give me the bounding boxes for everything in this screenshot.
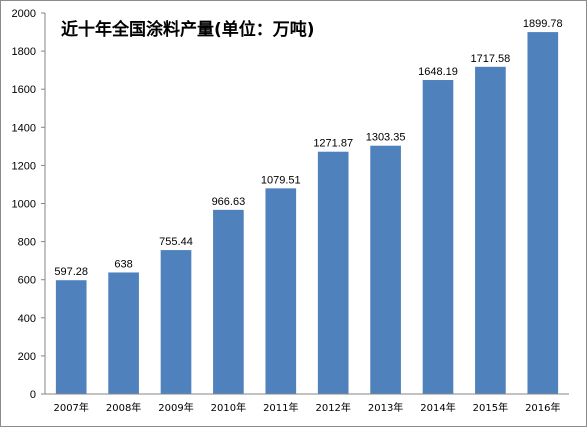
data-label: 1303.35	[366, 132, 406, 144]
y-tick-label: 1000	[12, 199, 36, 211]
y-tick-label: 1600	[12, 84, 36, 96]
x-tick-label: 2011年	[263, 401, 298, 414]
x-tick-label: 2009年	[158, 401, 193, 414]
y-tick-label: 400	[18, 313, 36, 325]
data-label: 1079.51	[261, 174, 301, 186]
bar	[213, 209, 244, 394]
x-tick-label: 2012年	[315, 401, 350, 414]
y-tick-label: 2000	[12, 8, 36, 20]
x-tick-label: 2016年	[525, 401, 560, 414]
bar-series: 597.28 638 755.44 966.63 1079.51 1271.87 1303.…	[54, 18, 563, 394]
bar	[265, 188, 297, 394]
data-label: 1717.58	[471, 53, 511, 65]
y-tick-label: 1800	[12, 46, 36, 58]
y-tick-label: 1200	[12, 160, 36, 172]
data-label: 966.63	[212, 196, 246, 208]
x-tick-label: 2013年	[368, 401, 403, 414]
bar	[422, 80, 454, 394]
bar	[317, 151, 349, 394]
x-tick-label: 2015年	[473, 401, 508, 414]
x-axis: 2007年 2008年 2009年 2010年 2011年 2012年 2013年 2014年…	[45, 393, 569, 414]
y-tick-label: 1400	[12, 122, 36, 134]
y-tick-label: 0	[30, 389, 36, 401]
bar	[160, 250, 192, 394]
x-tick-label: 2008年	[106, 401, 141, 414]
bar	[55, 280, 87, 394]
y-tick-label: 200	[18, 351, 36, 363]
x-tick-label: 2014年	[420, 401, 455, 414]
data-label: 638	[114, 258, 132, 270]
x-tick-label: 2010年	[211, 401, 246, 414]
y-axis: 0 200 400 600 800 1000 1200 1400 1600 1800 2000	[12, 8, 46, 401]
bar	[108, 272, 139, 394]
y-tick-label: 600	[18, 275, 36, 287]
data-label: 597.28	[54, 266, 88, 278]
data-label: 1648.19	[418, 66, 458, 78]
y-tick-label: 800	[18, 237, 36, 249]
bar	[475, 66, 506, 394]
bar	[370, 145, 401, 394]
data-label: 1899.78	[523, 18, 563, 30]
chart-title: 近十年全国涂料产量(单位：万吨)	[61, 19, 315, 40]
data-label: 1271.87	[313, 138, 353, 150]
data-label: 755.44	[159, 236, 193, 248]
x-tick-label: 2007年	[53, 401, 88, 414]
bar	[527, 32, 559, 394]
